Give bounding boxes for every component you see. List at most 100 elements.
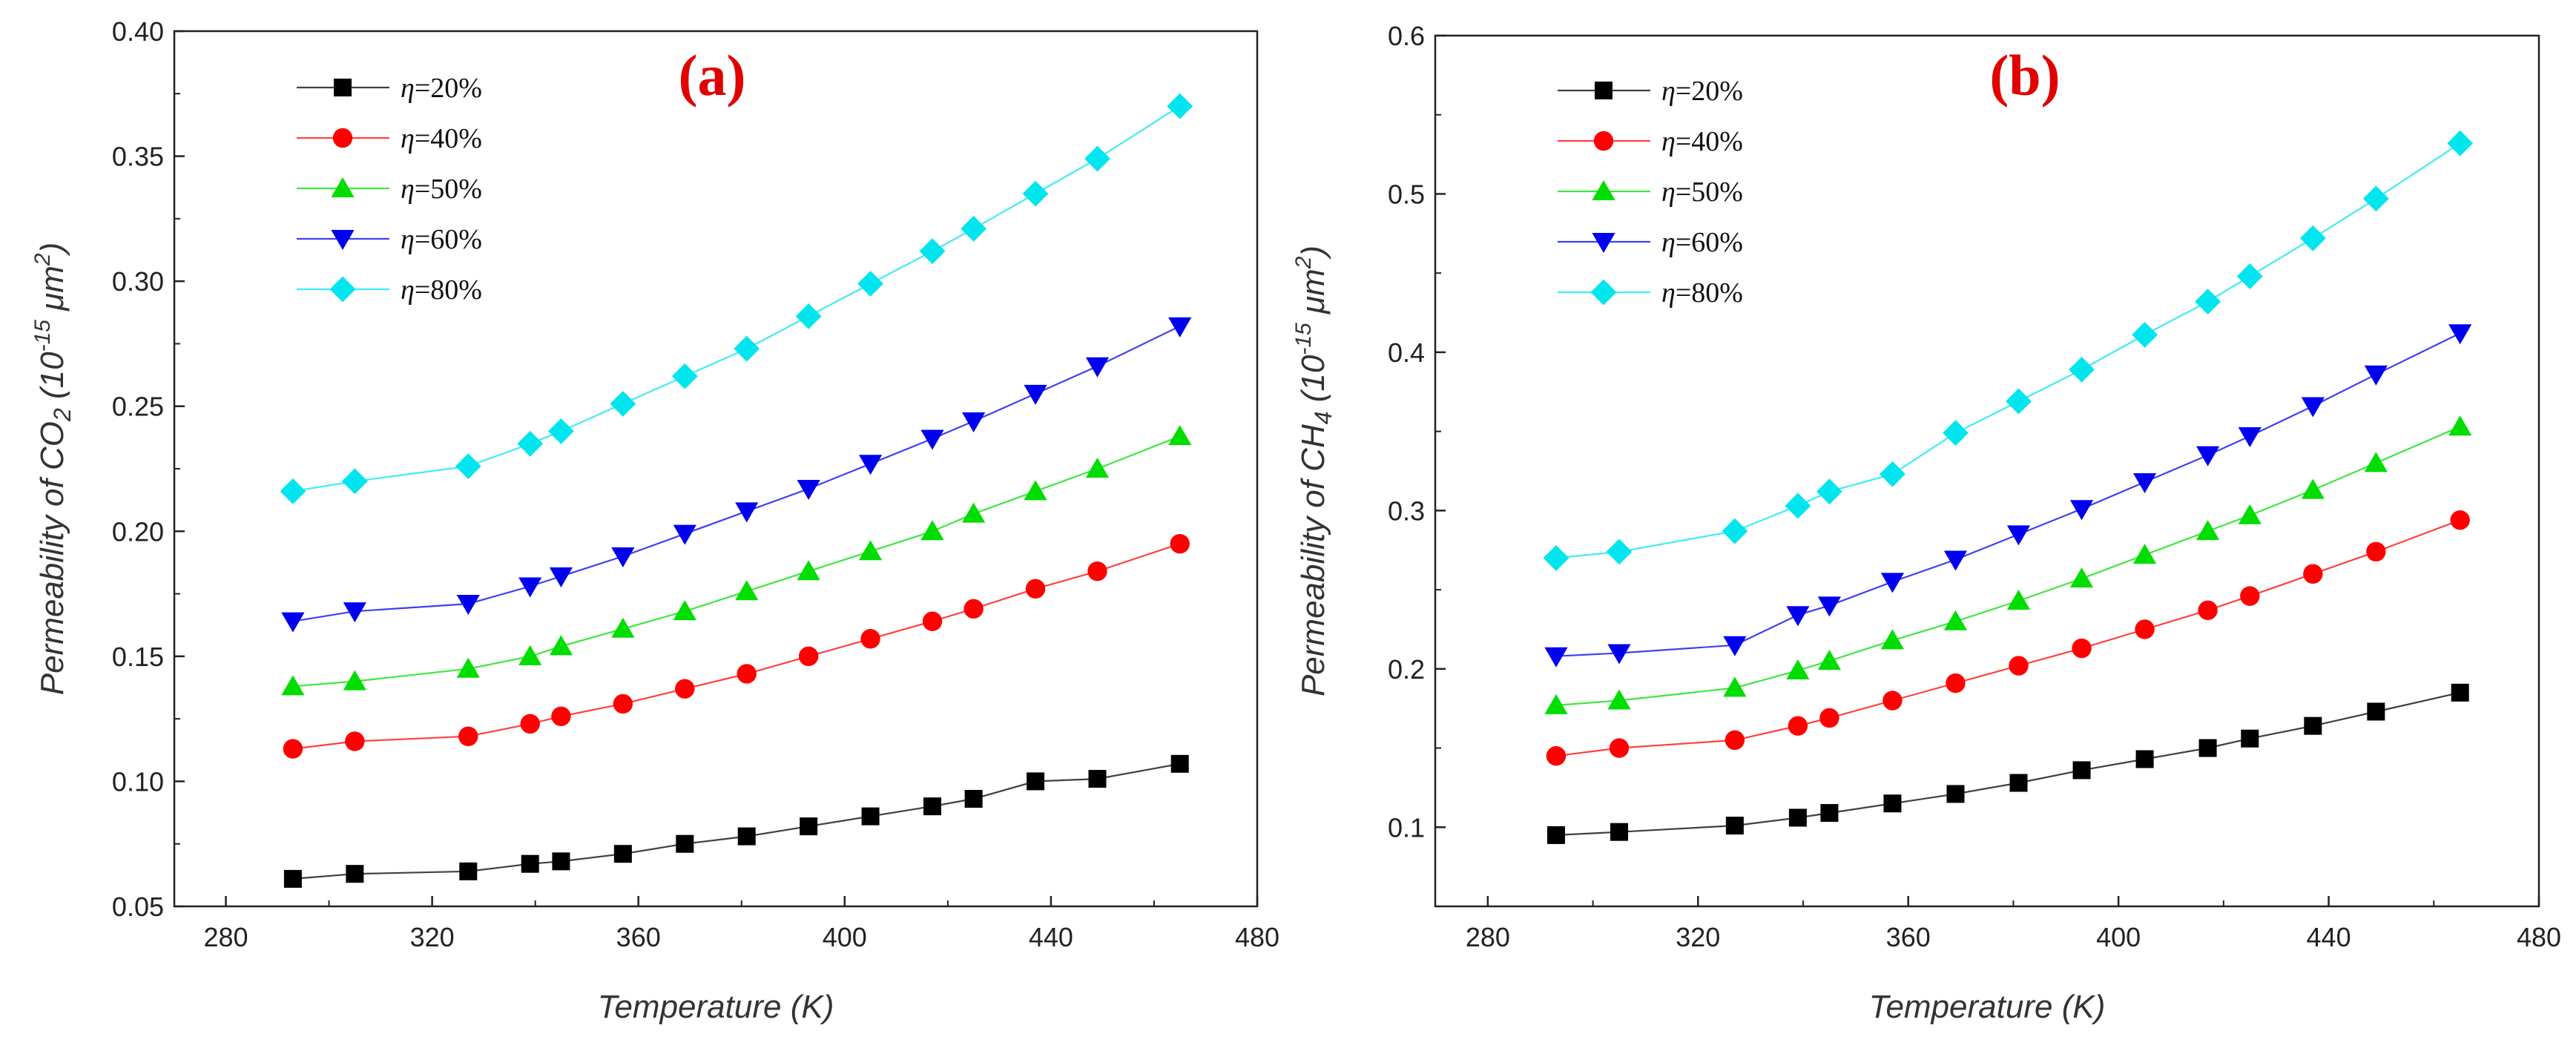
data-point (922, 611, 943, 631)
legend-marker (331, 230, 355, 250)
series-40 (1546, 510, 2470, 766)
data-point (2299, 225, 2326, 251)
legend-label: η=60% (1661, 227, 1743, 258)
data-point (459, 862, 478, 880)
data-point (2364, 365, 2388, 386)
y-tick-label: 0.3 (1388, 495, 1425, 526)
data-point (1607, 689, 1631, 710)
series-60 (281, 317, 1192, 633)
data-point (518, 645, 542, 665)
data-point (2006, 525, 2031, 546)
data-point (919, 238, 946, 265)
x-tick-label: 400 (2096, 922, 2141, 952)
data-point (734, 335, 760, 362)
x-tick-label: 440 (2307, 922, 2351, 952)
series-line (292, 762, 1180, 880)
data-point (1168, 425, 1192, 446)
data-point (920, 429, 944, 450)
legend-entry: η=20% (1558, 76, 1743, 107)
data-point (283, 869, 302, 888)
legend-value: =80% (1676, 277, 1743, 309)
legend-entry: η=50% (297, 174, 482, 205)
legend-eta-symbol: η (1661, 227, 1676, 258)
data-point (455, 453, 481, 480)
data-point (2132, 322, 2158, 348)
data-point (610, 390, 636, 417)
data-point (552, 852, 570, 871)
data-point (1546, 826, 1565, 844)
data-point (675, 679, 695, 699)
y-axis-title-unit: (10 (34, 352, 70, 408)
data-point (858, 540, 883, 561)
data-point (2448, 415, 2472, 436)
data-point (2069, 567, 2094, 588)
x-tick-label: 440 (1029, 922, 1073, 952)
data-point (1725, 817, 1744, 835)
data-point (2304, 716, 2322, 735)
data-point (962, 412, 986, 432)
plot-frame (1434, 34, 2540, 908)
legend-value: =50% (415, 174, 482, 205)
legend-marker (1590, 279, 1617, 306)
data-point (961, 215, 987, 242)
data-point (1816, 478, 1842, 505)
legend-eta-symbol: η (401, 274, 415, 306)
x-axis-title: Temperature (K) (1869, 989, 2106, 1025)
data-point (2072, 638, 2092, 659)
data-point (857, 271, 883, 297)
data-point (1943, 420, 1969, 447)
series-50 (281, 425, 1192, 696)
series-line (292, 543, 1181, 750)
legend-eta-symbol: η (401, 174, 415, 205)
legend-marker (1592, 180, 1615, 200)
data-point (861, 807, 880, 826)
legend-marker (332, 128, 353, 148)
data-point (2132, 472, 2157, 493)
y-tick-label: 0.40 (112, 16, 164, 47)
data-point (1788, 808, 1807, 827)
data-point (797, 479, 820, 500)
y-axis-title-prefix: Permeability of CH (1295, 424, 1331, 696)
legend-value: =20% (1676, 76, 1743, 107)
data-point (1820, 804, 1839, 823)
legend-entry: η=60% (1558, 227, 1743, 258)
legend-value: =40% (415, 123, 482, 154)
data-point (2447, 130, 2474, 157)
series-60 (1544, 324, 2472, 668)
series-line (1555, 332, 2461, 657)
data-point (920, 520, 944, 541)
data-point (2009, 656, 2029, 676)
data-point (1607, 644, 1631, 665)
data-point (1817, 650, 1842, 671)
data-point (518, 577, 542, 598)
data-point (2069, 356, 2095, 383)
legend-entry: η=40% (1558, 126, 1743, 157)
legend-label: η=20% (401, 73, 482, 104)
panel-label: (b) (1989, 43, 2060, 108)
chart-panel-a: 280 320 360 400 440 480 0.05 0.10 0.15 0.20 0.25 0.… (30, 16, 1279, 1025)
data-point (2196, 520, 2220, 541)
data-point (858, 455, 883, 475)
x-tick-label: 400 (823, 922, 867, 952)
data-point (1786, 659, 1810, 679)
series-line (1555, 519, 2461, 757)
data-point (1544, 647, 1568, 668)
y-axis-title-subscript: 2 (49, 408, 76, 422)
legend-marker (1595, 82, 1613, 99)
y-axis-title-exponent-2: 2 (30, 253, 55, 266)
data-point (735, 580, 759, 601)
y-tick-label: 0.10 (112, 766, 164, 797)
data-point (2196, 446, 2220, 467)
data-point (735, 502, 759, 523)
series-40 (283, 533, 1190, 759)
data-point (2301, 397, 2325, 418)
data-point (2132, 544, 2157, 564)
y-tick-label: 0.25 (112, 392, 164, 422)
x-tick-label: 320 (410, 922, 455, 952)
data-point (860, 629, 880, 649)
x-tick-label: 280 (1466, 922, 1510, 952)
y-tick-label: 0.05 (112, 892, 164, 922)
data-point (2367, 702, 2385, 721)
legend-marker (1593, 131, 1614, 151)
legend-eta-symbol: η (1661, 277, 1676, 309)
